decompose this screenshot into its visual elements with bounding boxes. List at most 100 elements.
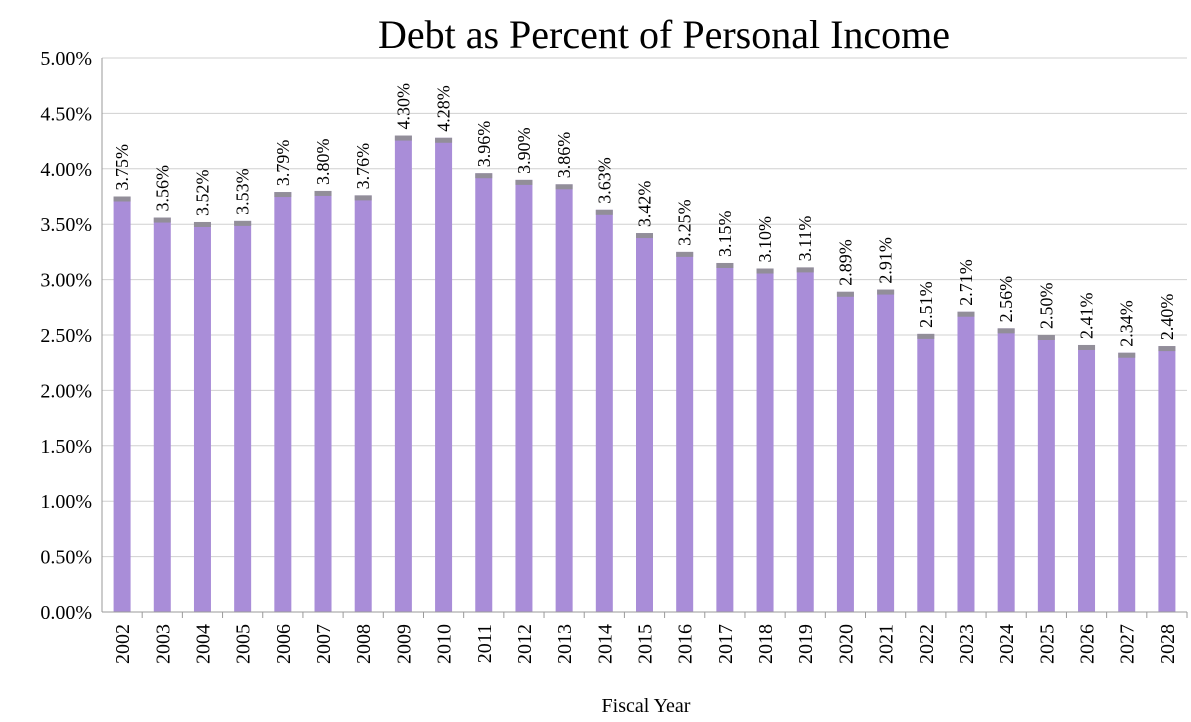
data-label: 3.76%	[353, 143, 373, 190]
bar-cap-2025	[1037, 335, 1055, 340]
bar-cap-2004	[193, 221, 211, 227]
bar-2010	[435, 137, 453, 612]
bar-2020	[836, 291, 854, 612]
bar-cap-2003	[153, 217, 171, 223]
x-tick-label: 2003	[152, 624, 174, 664]
data-label: 3.11%	[795, 216, 815, 262]
bar-cap-2014	[595, 209, 613, 215]
x-tick-label: 2016	[675, 624, 697, 664]
y-tick-label: 2.00%	[40, 380, 92, 402]
x-tick-label: 2015	[635, 624, 657, 664]
bar-2016	[676, 251, 694, 612]
x-tick-label: 2019	[795, 624, 817, 664]
bar-2021	[877, 289, 895, 612]
y-tick-label: 4.00%	[40, 159, 92, 181]
data-label: 3.75%	[112, 144, 132, 191]
bar-cap-2007	[314, 190, 332, 196]
data-label: 3.25%	[675, 199, 695, 246]
bar-2012	[515, 179, 533, 612]
x-tick-label: 2022	[916, 624, 938, 664]
data-label: 2.56%	[996, 276, 1016, 323]
bar-2026	[1078, 344, 1096, 612]
chart-title: Debt as Percent of Personal Income	[378, 12, 950, 57]
bar-cap-2011	[475, 173, 493, 179]
x-tick-label: 2023	[956, 624, 978, 664]
data-label: 3.53%	[233, 168, 253, 215]
x-tick-labels: 2002 2003 2004 2005 2006 2007 2008 2009 2010 2011…	[112, 624, 1179, 664]
y-tick-label: 3.00%	[40, 270, 92, 292]
bar-2022	[917, 333, 935, 612]
data-label: 2.40%	[1157, 294, 1177, 341]
bar-2019	[796, 267, 814, 612]
bar-cap-2028	[1158, 346, 1176, 352]
data-label: 3.86%	[554, 132, 574, 179]
data-label: 3.96%	[474, 121, 494, 168]
x-tick-label: 2020	[835, 624, 857, 664]
x-tick-label: 2014	[594, 624, 616, 664]
bar-cap-2020	[836, 291, 854, 297]
data-labels: 3.75% 3.56% 3.52% 3.53% 3.79% 3.80% 3.76% 4.30%…	[112, 83, 1177, 347]
data-label: 2.71%	[956, 259, 976, 306]
bar-2006	[274, 192, 292, 612]
bar-cap-2024	[997, 328, 1015, 334]
bar-cap-2021	[877, 289, 895, 295]
data-label: 3.63%	[594, 157, 614, 204]
data-label: 3.52%	[192, 169, 212, 216]
data-label: 2.89%	[835, 239, 855, 286]
y-tick-label: 0.00%	[40, 602, 92, 624]
bars	[113, 135, 1176, 612]
data-label: 3.90%	[514, 127, 534, 174]
y-tick-label: 0.50%	[40, 547, 92, 569]
x-tick-label: 2021	[876, 624, 898, 664]
y-tick-label: 3.50%	[40, 214, 92, 236]
bar-2013	[555, 184, 573, 612]
bar-cap-2002	[113, 196, 131, 202]
x-tick-label: 2008	[353, 624, 375, 664]
x-tick-label: 2024	[996, 624, 1018, 664]
data-label: 3.80%	[313, 138, 333, 185]
bar-cap-2015	[636, 233, 653, 239]
x-tick-label: 2012	[514, 624, 536, 664]
x-tick-label: 2013	[554, 624, 576, 664]
bar-cap-2019	[796, 267, 814, 273]
bar-2028	[1158, 346, 1176, 612]
data-label: 2.50%	[1036, 283, 1056, 330]
bar-cap-2022	[917, 333, 935, 339]
x-tick-label: 2025	[1036, 624, 1058, 664]
y-tick-label: 4.50%	[40, 103, 92, 125]
data-label: 2.91%	[876, 237, 896, 284]
x-tick-label: 2028	[1157, 624, 1179, 664]
x-tick-label: 2009	[393, 624, 415, 664]
data-label: 2.41%	[1077, 292, 1097, 339]
bar-2024	[997, 328, 1015, 612]
data-label: 4.28%	[434, 85, 454, 132]
x-tick-label: 2005	[233, 624, 255, 664]
bar-cap-2018	[756, 268, 774, 274]
x-tick-label: 2002	[112, 624, 134, 664]
bar-2015	[636, 233, 653, 612]
data-label: 2.34%	[1117, 300, 1137, 347]
bar-2008	[354, 195, 372, 612]
x-tick-label: 2007	[313, 624, 335, 664]
x-tick-label: 2027	[1117, 624, 1139, 664]
data-label: 3.79%	[273, 140, 293, 187]
bar-cap-2010	[435, 137, 453, 143]
data-label: 2.51%	[916, 281, 936, 328]
bar-cap-2027	[1118, 352, 1136, 358]
y-tick-label: 2.50%	[40, 325, 92, 347]
bar-cap-2013	[555, 184, 573, 190]
bar-2023	[957, 311, 975, 612]
bar-2014	[595, 209, 613, 612]
bar-cap-2016	[676, 251, 694, 257]
bar-cap-2026	[1078, 344, 1096, 350]
bar-2005	[234, 220, 252, 612]
bar-2002	[113, 196, 131, 612]
x-tick-label: 2011	[474, 624, 496, 663]
x-tick-label: 2018	[755, 624, 777, 664]
x-axis-label: Fiscal Year	[602, 695, 691, 717]
x-tick-label: 2004	[192, 624, 214, 664]
bar-2017	[716, 262, 734, 612]
bar-2003	[153, 217, 171, 612]
